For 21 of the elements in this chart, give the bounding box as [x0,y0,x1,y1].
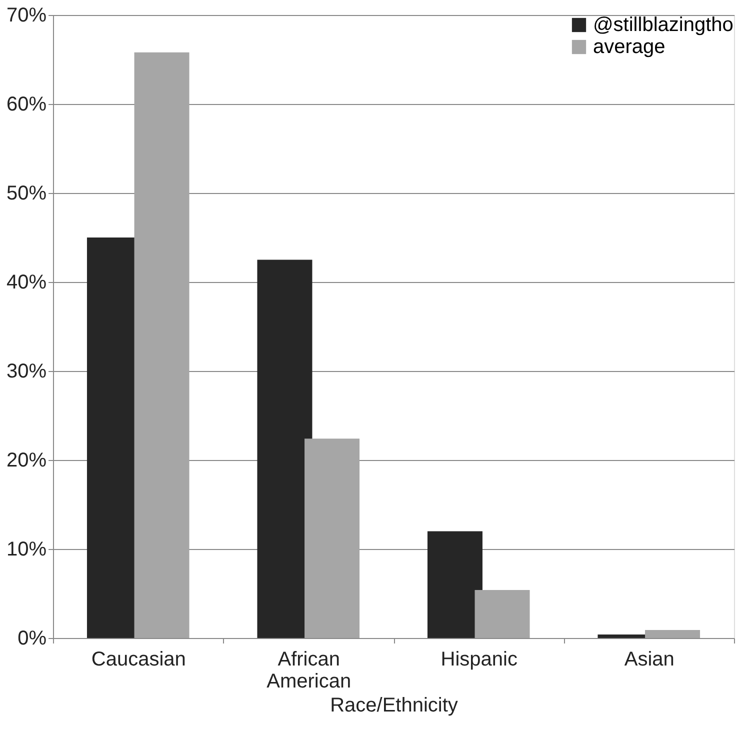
bar [134,52,190,638]
x-tick-label: Asian [624,648,674,670]
x-axis-title: Race/Ethnicity [330,694,458,716]
bar [257,260,312,638]
legend-label: average [593,36,666,58]
y-tick-label: 60% [6,94,47,116]
legend-label: @stillblazingtho [593,14,734,36]
y-tick-label: 70% [6,4,47,26]
bar [304,438,360,638]
x-tick-label: Caucasian [91,648,186,670]
y-tick-label: 40% [6,272,47,294]
bar [427,531,482,638]
y-tick-label: 30% [6,360,47,382]
y-tick-label: 20% [6,450,47,472]
y-tick-label: 10% [6,538,47,560]
y-tick-label: 0% [18,628,47,650]
x-tick-label: African American [266,648,352,692]
y-tick-label: 50% [6,182,47,204]
x-tick-label: Hispanic [440,648,518,670]
bar [645,630,700,638]
bar [474,590,530,638]
